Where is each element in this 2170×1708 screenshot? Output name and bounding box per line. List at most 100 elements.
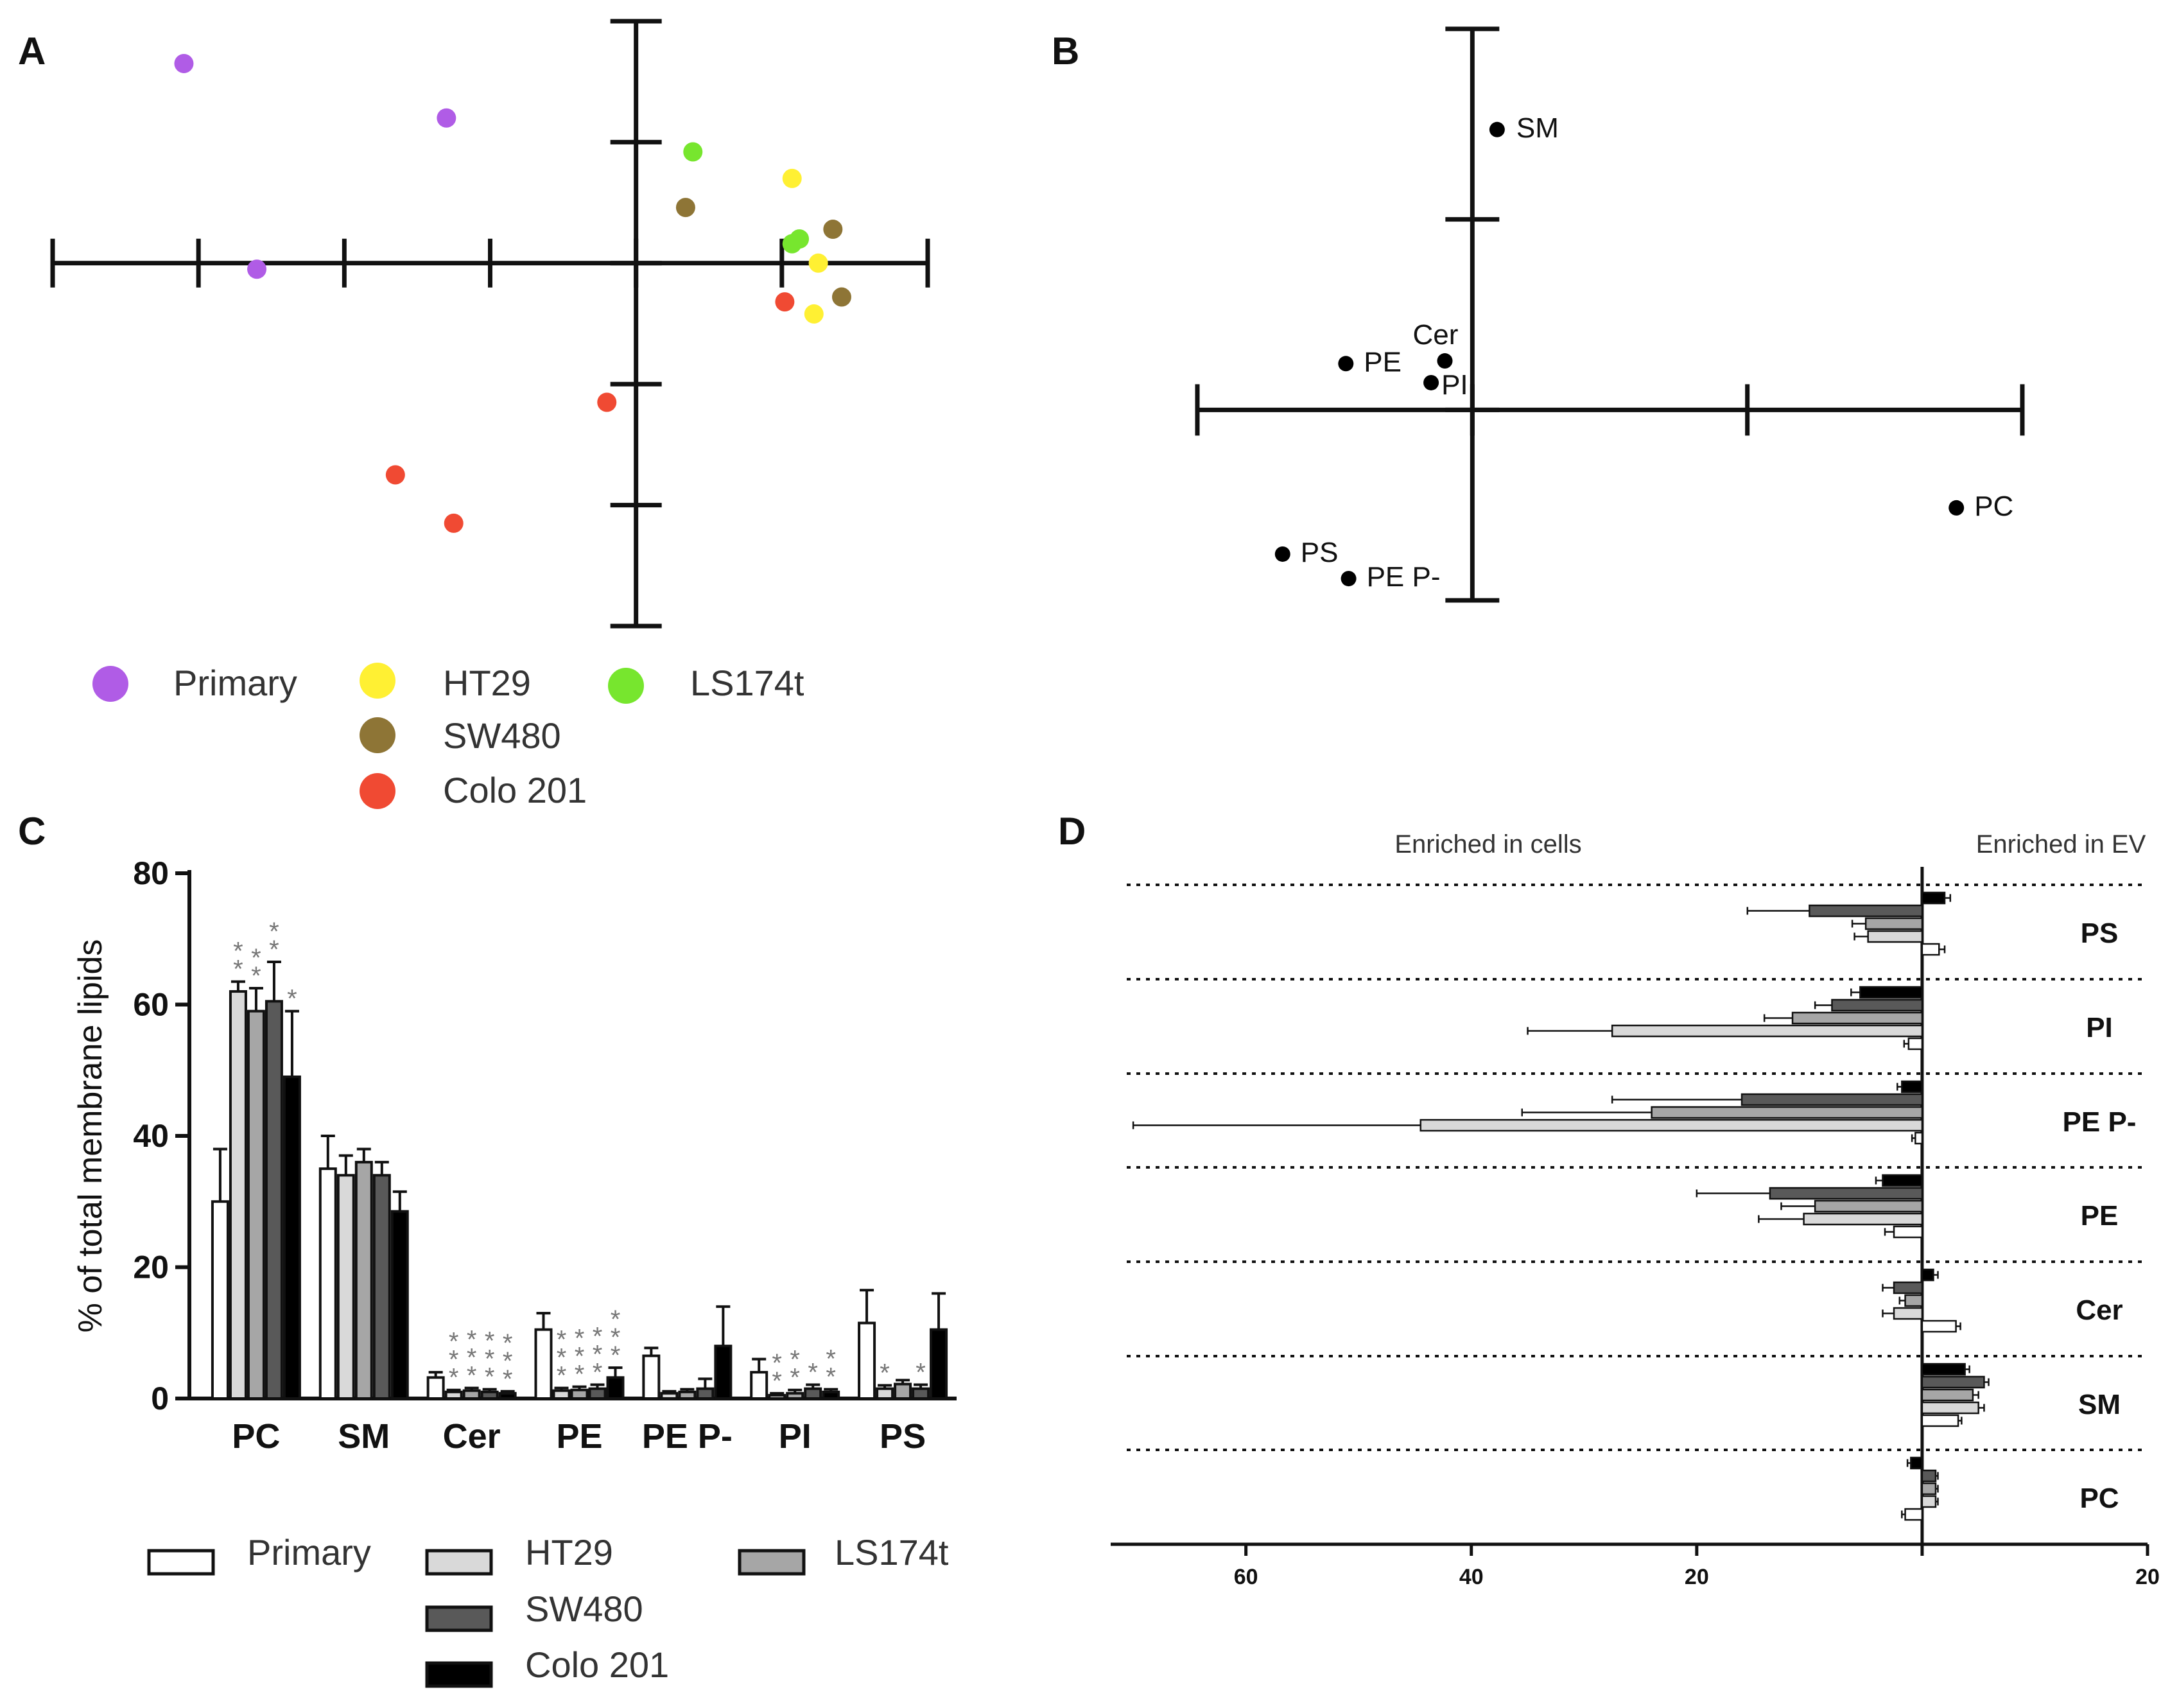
d-category-label: PS: [2081, 918, 2119, 949]
c-category-label: PI: [779, 1417, 812, 1456]
c-significance-mark: *: [790, 1364, 800, 1392]
c-bar-bar_ls174t: [894, 1382, 912, 1400]
c-legend-swatch-bar_ht29: [425, 1549, 493, 1576]
c-significance-mark: *: [916, 1359, 926, 1387]
c-bar-bar_ls174t: [462, 1389, 481, 1400]
panel-a-legend: Primary HT29 LS174t SW480 Colo 201: [92, 663, 804, 810]
panel-letter-b: B: [1052, 30, 1079, 73]
b-point-label: SM: [1516, 112, 1559, 144]
c-bar-bar_ls174t: [786, 1391, 804, 1400]
d-category-label: Cer: [2076, 1294, 2122, 1326]
c-significance-mark: *: [269, 918, 279, 946]
c-bar-bar_primary: [750, 1371, 768, 1400]
c-legend-label-bar_ls174t: LS174t: [835, 1532, 949, 1573]
a-point-ls174t: [683, 142, 703, 162]
c-bar-bar_ht29: [229, 990, 247, 1400]
c-significance-mark: *: [449, 1328, 459, 1356]
d-bar-bar_ls174t: [1814, 1199, 1923, 1213]
c-significance-mark: *: [485, 1345, 495, 1373]
c-significance-mark: *: [772, 1349, 782, 1377]
c-category-label: PS: [880, 1417, 926, 1456]
c-category-label: SM: [338, 1417, 390, 1456]
d-bar-bar_primary: [1921, 1414, 1959, 1427]
d-bar-bar_ls174t: [1921, 1482, 1937, 1495]
c-bar-bar_colo201: [390, 1210, 409, 1400]
b-point: [1341, 571, 1357, 587]
c-bar-bar_sw480: [372, 1174, 391, 1400]
b-point: [1274, 546, 1290, 562]
panel-d-enrichment-chart: Enriched in cells Enriched in EV 60 40 20 20 P…: [1111, 830, 2160, 1589]
d-bar-bar_colo201: [1921, 1268, 1934, 1282]
d-bar-bar_colo201: [1921, 891, 1946, 905]
c-significance-mark: *: [611, 1341, 621, 1370]
d-bar-bar_colo201: [1921, 1363, 1966, 1376]
c-bar-bar_ls174t: [678, 1390, 697, 1400]
c-y-tick-label: 40: [133, 1118, 169, 1154]
c-significance-mark: *: [233, 937, 243, 966]
b-point: [1489, 121, 1505, 137]
d-bar-bar_sw480: [1921, 1375, 1985, 1389]
d-bar-bar_primary: [1904, 1508, 1923, 1521]
d-bar-bar_ht29: [1419, 1119, 1923, 1132]
d-bar-bar_primary: [1907, 1037, 1923, 1050]
d-bar-bar_ls174t: [1791, 1011, 1923, 1025]
b-point: [1437, 353, 1453, 369]
c-bar-bar_ht29: [768, 1393, 786, 1400]
b-point-label: PE: [1364, 346, 1402, 378]
c-legend-label-bar_ht29: HT29: [525, 1532, 613, 1573]
a-point-colo201: [597, 392, 617, 412]
c-significance-mark: *: [593, 1323, 603, 1351]
c-significance-mark: *: [575, 1361, 585, 1389]
c-bar-bar_colo201: [714, 1345, 733, 1400]
b-point-label: PC: [1974, 491, 2013, 522]
c-significance-mark: *: [575, 1325, 585, 1353]
c-bar-bar_colo201: [606, 1376, 625, 1400]
d-x-tick-label: 40: [1459, 1565, 1484, 1589]
d-bar-bar_colo201: [1910, 1456, 1923, 1470]
c-significance-mark: *: [287, 985, 297, 1013]
d-bar-bar_colo201: [1859, 986, 1923, 999]
b-point-label: PS: [1301, 537, 1339, 568]
a-point-ht29: [804, 304, 824, 324]
c-y-tick-label: 80: [133, 855, 169, 891]
c-y-tick-label: 0: [151, 1381, 169, 1416]
d-bar-bar_sw480: [1740, 1093, 1923, 1106]
b-point: [1338, 356, 1354, 372]
b-point-label: Cer: [1413, 319, 1459, 351]
c-bar-bar_ht29: [444, 1390, 463, 1400]
c-significance-mark: *: [449, 1364, 459, 1392]
c-category-label: PE P-: [642, 1417, 733, 1456]
d-bar-bar_primary: [1921, 1320, 1957, 1333]
c-bar-bar_ht29: [552, 1389, 571, 1400]
c-significance-mark: *: [826, 1363, 836, 1391]
c-significance-mark: *: [790, 1346, 800, 1374]
c-significance-mark: *: [593, 1359, 603, 1387]
a-legend-swatch-ht29: [360, 663, 395, 699]
a-point-primary: [174, 53, 194, 73]
c-bar-bar_ht29: [660, 1391, 679, 1400]
d-category-label: SM: [2078, 1389, 2121, 1420]
d-right-heading: Enriched in EV: [1976, 830, 2146, 858]
a-point-sw480: [675, 198, 695, 218]
a-legend-label-ht29: HT29: [443, 663, 531, 703]
d-bar-bar_ht29: [1921, 1495, 1937, 1508]
c-bar-bar_colo201: [282, 1075, 301, 1400]
d-bar-bar_ls174t: [1921, 1388, 1974, 1402]
d-left-heading: Enriched in cells: [1394, 830, 1581, 858]
d-x-tick-label: 60: [1234, 1565, 1258, 1589]
a-point-ht29: [808, 253, 828, 273]
a-legend-swatch-sw480: [360, 717, 395, 753]
d-bar-bar_colo201: [1901, 1080, 1923, 1094]
c-legend-swatch-bar_sw480: [425, 1605, 493, 1632]
d-bar-bar_ht29: [1803, 1212, 1923, 1226]
d-bar-bar_ls174t: [1904, 1294, 1923, 1307]
c-significance-mark: *: [467, 1344, 477, 1372]
panel-letter-d: D: [1058, 810, 1086, 853]
d-bar-bar_ht29: [1867, 930, 1923, 943]
c-significance-mark: *: [269, 936, 279, 964]
d-bar-bar_ht29: [1893, 1307, 1923, 1320]
a-point-primary: [437, 108, 456, 128]
a-point-colo201: [444, 513, 464, 533]
c-bar-bar_ls174t: [354, 1160, 373, 1400]
c-significance-mark: *: [485, 1327, 495, 1355]
